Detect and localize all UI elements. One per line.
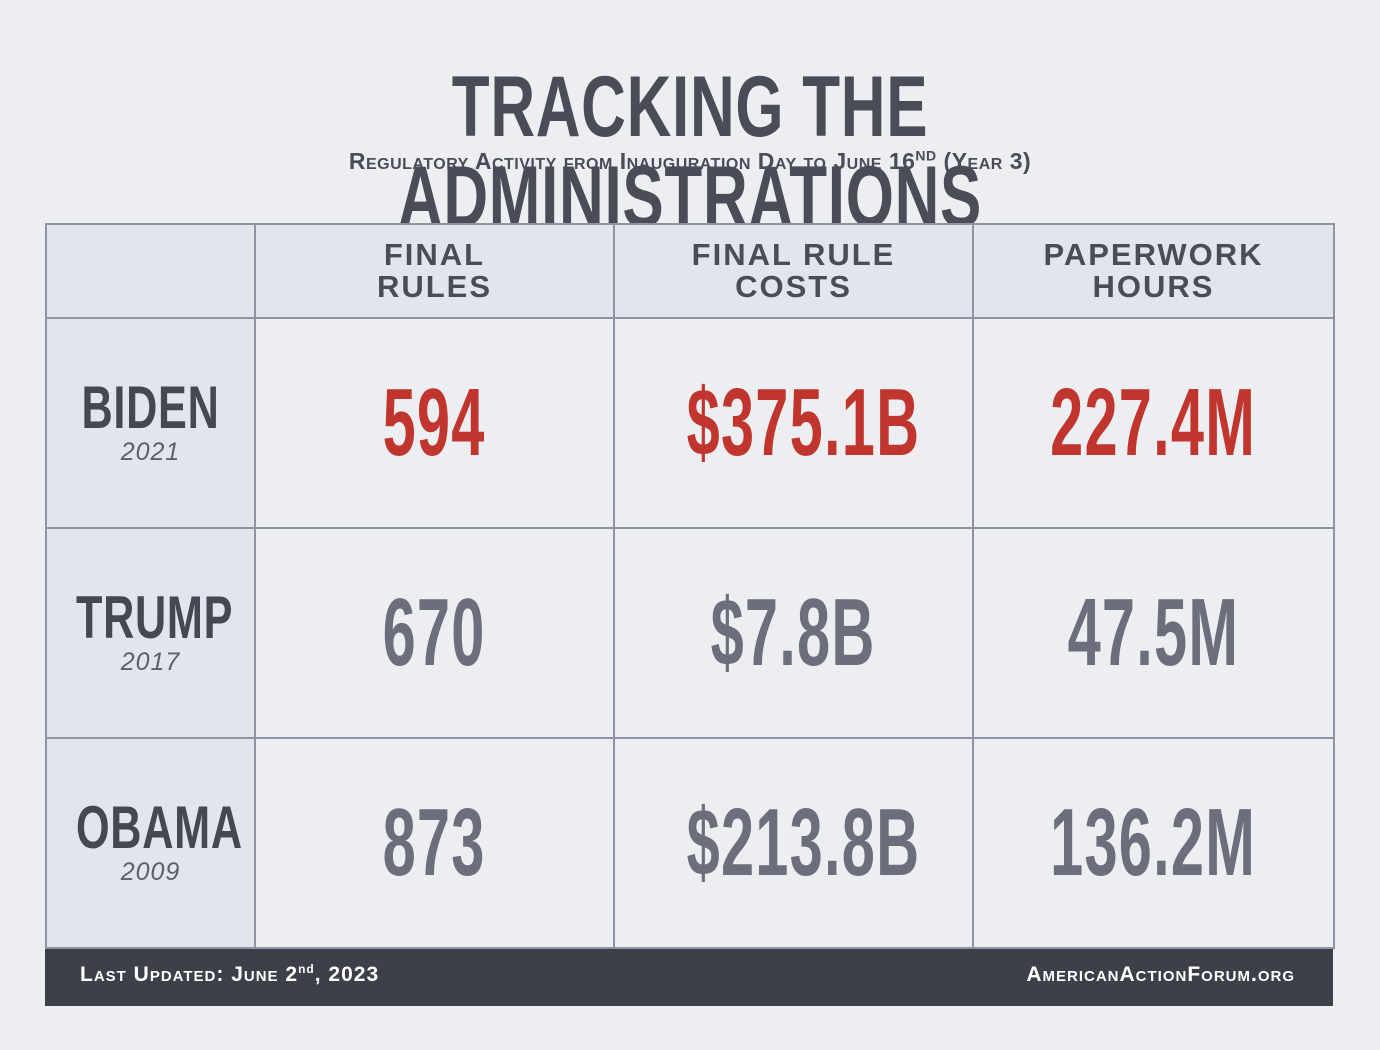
header-row: FINAL RULES FINAL RULE COSTS PAPERWORK H… <box>45 223 1335 319</box>
admin-year: 2017 <box>120 648 181 676</box>
cell-obama-final-rule-costs: $213.8B <box>613 737 974 949</box>
row-header-trump: TRUMP 2017 <box>45 527 256 739</box>
cell-obama-paperwork-hours: 136.2M <box>972 737 1335 949</box>
admin-year: 2021 <box>120 438 181 466</box>
table-row: OBAMA 2009 873 $213.8B 136.2M <box>45 737 1335 949</box>
cell-trump-final-rules: 670 <box>254 527 615 739</box>
column-header-final-rules: FINAL RULES <box>254 223 615 319</box>
column-header-label: FINAL RULE COSTS <box>691 237 896 304</box>
row-header-biden: BIDEN 2021 <box>45 317 256 529</box>
last-updated: Last Updated: June 2nd, 2023 <box>80 963 379 987</box>
footer-bar: Last Updated: June 2nd, 2023 AmericanAct… <box>45 949 1333 1006</box>
value-label: 594 <box>382 369 487 476</box>
value-label: 47.5M <box>1067 579 1240 686</box>
admin-name: BIDEN <box>81 374 220 441</box>
column-header-label: PAPERWORK HOURS <box>1043 237 1264 304</box>
cell-trump-paperwork-hours: 47.5M <box>972 527 1335 739</box>
value-label: 227.4M <box>1050 369 1257 476</box>
admin-name: TRUMP <box>75 584 234 651</box>
subtitle-main: Regulatory Activity from Inauguration Da… <box>348 148 916 174</box>
column-header-final-rule-costs: FINAL RULE COSTS <box>613 223 974 319</box>
cell-obama-final-rules: 873 <box>254 737 615 949</box>
page-subtitle: Regulatory Activity from Inauguration Da… <box>0 146 1380 176</box>
value-label: 670 <box>382 579 487 686</box>
cell-biden-paperwork-hours: 227.4M <box>972 317 1335 529</box>
table-row: TRUMP 2017 670 $7.8B 47.5M <box>45 527 1335 739</box>
value-label: 136.2M <box>1050 789 1257 896</box>
value-label: $213.8B <box>686 789 921 896</box>
subtitle-tail: (Year 3) <box>936 148 1032 174</box>
page-title: TRACKING THE ADMINISTRATIONS <box>397 59 983 245</box>
site-link[interactable]: AmericanActionForum.org <box>1026 963 1295 986</box>
admin-year: 2009 <box>120 858 181 886</box>
row-header-obama: OBAMA 2009 <box>45 737 256 949</box>
cell-biden-final-rule-costs: $375.1B <box>613 317 974 529</box>
cell-biden-final-rules: 594 <box>254 317 615 529</box>
cell-trump-final-rule-costs: $7.8B <box>613 527 974 739</box>
corner-cell <box>45 223 256 319</box>
value-label: $7.8B <box>710 579 877 686</box>
last-updated-prefix: Last Updated: June 2 <box>80 963 299 986</box>
comparison-table: FINAL RULES FINAL RULE COSTS PAPERWORK H… <box>45 223 1335 949</box>
table-row: BIDEN 2021 594 $375.1B 227.4M <box>45 317 1335 529</box>
column-header-paperwork-hours: PAPERWORK HOURS <box>972 223 1335 319</box>
column-header-label: FINAL RULES <box>376 237 493 304</box>
last-updated-superscript: nd <box>298 962 315 976</box>
subtitle-superscript: ND <box>915 147 937 164</box>
value-label: $375.1B <box>686 369 921 476</box>
value-label: 873 <box>382 789 487 896</box>
last-updated-suffix: , 2023 <box>314 963 380 986</box>
admin-name: OBAMA <box>75 794 243 861</box>
